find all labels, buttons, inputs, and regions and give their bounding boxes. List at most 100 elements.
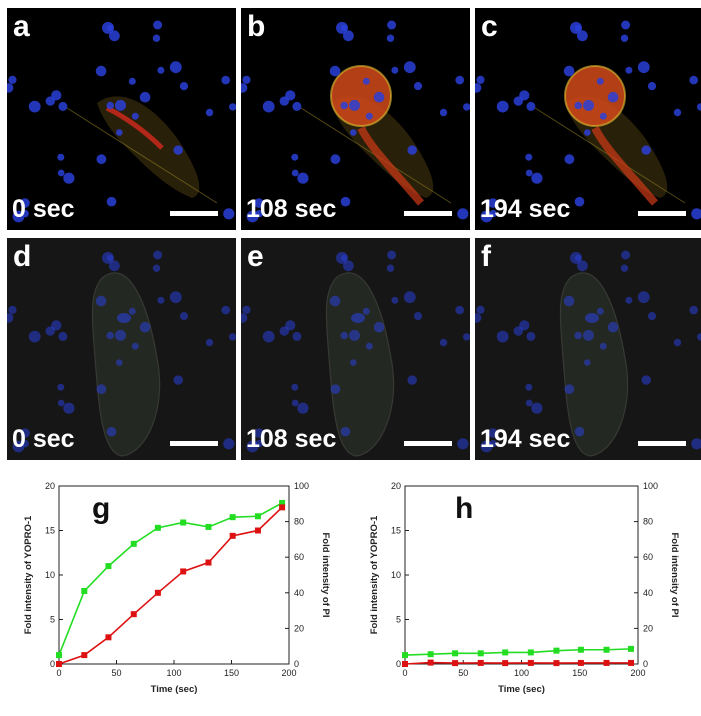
nucleus — [691, 208, 701, 220]
y2-tick-label: 60 — [294, 552, 304, 562]
x-tick-label: 100 — [166, 668, 181, 678]
pi-signal — [105, 105, 164, 150]
nucleus — [173, 145, 183, 155]
nucleus — [496, 100, 509, 113]
nucleus — [641, 375, 651, 385]
nucleus — [489, 439, 497, 448]
neurite — [66, 107, 218, 204]
data-point — [56, 652, 62, 659]
nucleus — [262, 100, 275, 113]
nucleus — [179, 82, 189, 91]
nucleus — [620, 34, 629, 42]
nucleus — [340, 331, 348, 340]
cell-body — [97, 96, 200, 198]
nucleus — [109, 260, 120, 272]
data-point — [105, 634, 112, 641]
data-point — [180, 568, 187, 575]
time-label: 108 sec — [246, 195, 337, 223]
time-label: 194 sec — [480, 195, 571, 223]
y2-tick-label: 40 — [643, 588, 653, 598]
nucleus — [255, 439, 263, 448]
data-point — [279, 499, 286, 506]
data-point — [427, 659, 434, 666]
nucleus — [117, 313, 131, 323]
nucleus — [526, 331, 536, 341]
nucleus — [116, 359, 123, 366]
nucleus — [596, 77, 604, 85]
nucleus — [584, 359, 591, 366]
time-label: 108 sec — [246, 425, 337, 453]
nucleus — [349, 99, 360, 111]
nucleus — [673, 338, 682, 347]
time-label: 0 sec — [12, 425, 75, 453]
nucleus — [229, 103, 236, 111]
nucleus — [413, 312, 423, 321]
nucleus — [20, 198, 30, 208]
nucleus — [463, 103, 470, 111]
nucleus — [599, 342, 607, 350]
data-point — [402, 652, 408, 659]
nucleus — [489, 209, 497, 218]
nucleus — [58, 101, 68, 111]
nucleus — [131, 342, 139, 350]
y2-tick-label: 0 — [643, 659, 648, 669]
nucleus — [330, 384, 341, 395]
nucleus — [229, 333, 236, 341]
nucleus — [585, 313, 599, 323]
nucleus — [637, 61, 650, 74]
data-point — [553, 647, 560, 654]
data-point — [154, 589, 161, 596]
nucleus — [563, 65, 575, 77]
nucleus — [620, 264, 629, 272]
data-point — [254, 527, 261, 534]
y2-tick-label: 100 — [643, 481, 658, 491]
nucleus — [340, 101, 348, 110]
nucleus — [621, 20, 631, 30]
nucleus — [153, 20, 163, 30]
y2-tick-label: 20 — [643, 623, 653, 633]
nucleus — [340, 196, 351, 207]
yopro-signal — [564, 65, 626, 127]
y-tick-label: 20 — [391, 481, 401, 491]
nucleus — [246, 210, 259, 223]
yopro-signal — [330, 65, 392, 127]
nucleus — [285, 320, 296, 331]
nucleus — [95, 65, 107, 77]
nucleus — [463, 333, 470, 341]
data-point — [229, 532, 236, 539]
y2-tick-label: 80 — [643, 517, 653, 527]
nucleus — [139, 91, 151, 103]
y2-tick-label: 60 — [643, 552, 653, 562]
nucleus — [691, 438, 701, 450]
pi-signal — [565, 66, 625, 126]
nucleus — [291, 383, 299, 391]
nucleus — [179, 312, 189, 321]
nucleus — [285, 90, 296, 101]
nucleus — [223, 208, 235, 220]
nucleus — [570, 251, 582, 264]
data-point — [477, 650, 484, 657]
nucleus — [637, 291, 650, 304]
nucleus — [291, 153, 299, 161]
nucleus — [106, 331, 114, 340]
nucleus — [28, 330, 41, 343]
nucleus — [21, 439, 29, 448]
nucleus — [57, 169, 65, 177]
nucleus — [241, 83, 248, 93]
nucleus — [242, 305, 251, 314]
data-point — [130, 611, 137, 618]
series-line-yopro — [404, 648, 632, 656]
data-point — [603, 646, 610, 653]
nucleus — [63, 172, 75, 184]
nucleus — [255, 209, 263, 218]
nucleus — [106, 196, 117, 207]
nucleus — [525, 169, 533, 177]
nucleus — [291, 399, 299, 407]
nucleus — [95, 295, 107, 307]
nucleus — [407, 375, 417, 385]
cell-outline — [91, 272, 161, 457]
nucleus — [205, 108, 214, 117]
nucleus — [689, 305, 698, 315]
